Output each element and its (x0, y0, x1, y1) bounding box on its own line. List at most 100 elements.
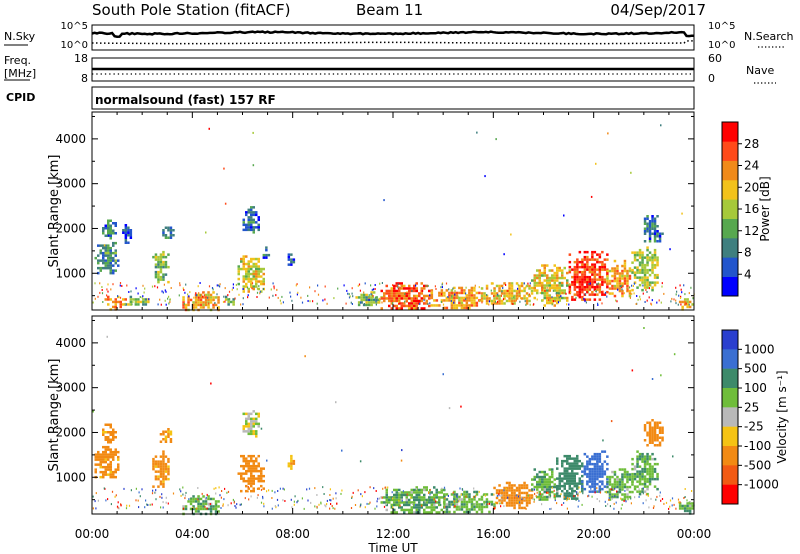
velocity-noise-dot (117, 506, 119, 509)
velocity-noise-dot (445, 506, 447, 509)
velocity-noise-dot (684, 488, 686, 490)
velocity-noise-dot (235, 506, 237, 509)
velocity-noise-dot (602, 439, 604, 442)
velocity-noise-dot (684, 496, 686, 498)
power-cbar-tick-label: 16 (744, 202, 759, 216)
power-noise-dot (126, 284, 128, 287)
velocity-noise-dot (599, 488, 601, 491)
power-noise-dot (368, 295, 370, 298)
velocity-noise-dot (373, 487, 375, 490)
power-noise-dot (219, 283, 221, 286)
velocity-noise-dot (678, 501, 680, 504)
power-blob-12 (287, 253, 296, 266)
velocity-noise-dot (184, 494, 186, 497)
power-noise-dot (256, 291, 259, 294)
power-noise-dot (681, 291, 683, 294)
power-noise-dot (317, 293, 320, 296)
velocity-noise-dot (224, 487, 226, 490)
power-noise-dot (187, 293, 189, 296)
velocity-noise-dot (424, 500, 426, 503)
power-noise-dot (179, 282, 181, 285)
velocity-noise-dot (206, 507, 208, 510)
velocity-blob-6 (242, 410, 260, 438)
velocity-noise-dot (521, 497, 523, 500)
power-noise-dot (242, 297, 244, 300)
velocity-noise-dot (145, 499, 147, 502)
velocity-noise-dot (92, 507, 94, 510)
velocity-noise-dot (226, 491, 228, 494)
freq-tick-top: 18 (74, 52, 88, 65)
power-noise-dot (590, 195, 593, 198)
velocity-noise-dot (180, 494, 182, 497)
velocity-noise-dot (155, 489, 157, 492)
power-noise-dot (103, 244, 106, 247)
velocity-noise-dot (671, 497, 674, 500)
velocity-noise-dot (271, 489, 273, 492)
power-noise-dot (368, 297, 370, 300)
power-noise-dot (552, 300, 554, 303)
power-noise-dot (184, 291, 186, 294)
velocity-noise-dot (541, 503, 543, 506)
velocity-noise-dot (227, 490, 230, 493)
velocity-noise-dot (442, 373, 444, 376)
velocity-noise-dot (498, 494, 500, 497)
velocity-noise-dot (277, 504, 279, 507)
velocity-cbar-tick-label: 25 (744, 400, 759, 414)
velocity-noise-dot (444, 497, 446, 500)
power-noise-dot (162, 291, 164, 294)
power-ytick-label: 1000 (55, 266, 86, 280)
velocity-noise-dot (323, 493, 325, 495)
power-noise-dot (128, 291, 130, 293)
velocity-noise-dot (458, 500, 460, 503)
velocity-noise-dot (616, 490, 618, 493)
power-noise-dot (236, 288, 238, 291)
power-noise-dot (423, 299, 425, 302)
power-noise-dot (370, 293, 372, 296)
colorbar-swatch (722, 199, 738, 219)
velocity-noise-dot (350, 507, 353, 509)
velocity-noise-dot (257, 494, 259, 497)
velocity-blob-16 (643, 419, 664, 447)
velocity-blob-14 (606, 468, 634, 501)
power-noise-dot (185, 283, 187, 286)
power-noise-dot (631, 292, 633, 295)
power-noise-dot (188, 295, 190, 298)
velocity-noise-dot (679, 501, 681, 504)
velocity-noise-dot (137, 499, 139, 502)
velocity-noise-dot (326, 503, 328, 506)
power-noise-dot (297, 291, 299, 294)
power-noise-dot (289, 291, 291, 294)
xtick-labels: 00:00 04:00 08:00 12:00 16:00 20:00 00:00 (75, 527, 712, 541)
power-noise-dot (214, 303, 216, 306)
velocity-noise-dot (651, 378, 654, 380)
power-noise-dot (453, 301, 455, 304)
power-noise-dot (148, 298, 150, 301)
power-noise-dot (454, 293, 456, 296)
power-blob-9 (237, 255, 265, 293)
velocity-noise-dot (234, 505, 236, 507)
power-noise-dot (202, 291, 204, 294)
power-blob-11 (262, 246, 271, 259)
velocity-noise-dot (688, 501, 690, 504)
power-noise-dot (507, 289, 509, 292)
power-noise-dot (295, 284, 297, 287)
velocity-noise-dot (630, 497, 632, 500)
velocity-noise-dot (627, 498, 629, 501)
velocity-noise-dot (391, 497, 394, 500)
velocity-noise-dot (230, 502, 232, 505)
power-noise-dot (178, 294, 180, 297)
velocity-cbar-tick-label: 1000 (744, 342, 775, 356)
velocity-noise-dot (590, 487, 592, 490)
velocity-noise-dot (385, 503, 387, 506)
power-noise-dot (644, 301, 646, 303)
velocity-noise-dot (645, 493, 647, 496)
power-noise-dot (223, 295, 225, 298)
velocity-noise-dot (209, 503, 211, 505)
power-blob-4 (124, 295, 150, 306)
velocity-blob-4 (182, 495, 220, 516)
velocity-noise-dot (613, 488, 615, 491)
power-noise-dot (633, 292, 635, 295)
power-noise-dot (595, 290, 597, 293)
power-noise-dot (372, 296, 374, 299)
power-noise-dot (440, 293, 443, 296)
